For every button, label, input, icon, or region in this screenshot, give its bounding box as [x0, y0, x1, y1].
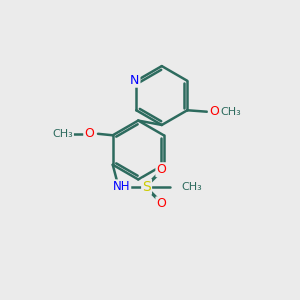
Text: O: O [156, 197, 166, 210]
Text: CH₃: CH₃ [52, 129, 73, 139]
Text: CH₃: CH₃ [181, 182, 202, 192]
Text: N: N [130, 74, 140, 87]
Text: S: S [142, 180, 151, 194]
Text: NH: NH [113, 180, 130, 193]
Text: O: O [209, 105, 219, 118]
Text: O: O [156, 163, 166, 176]
Text: O: O [84, 127, 94, 140]
Text: CH₃: CH₃ [220, 107, 241, 117]
